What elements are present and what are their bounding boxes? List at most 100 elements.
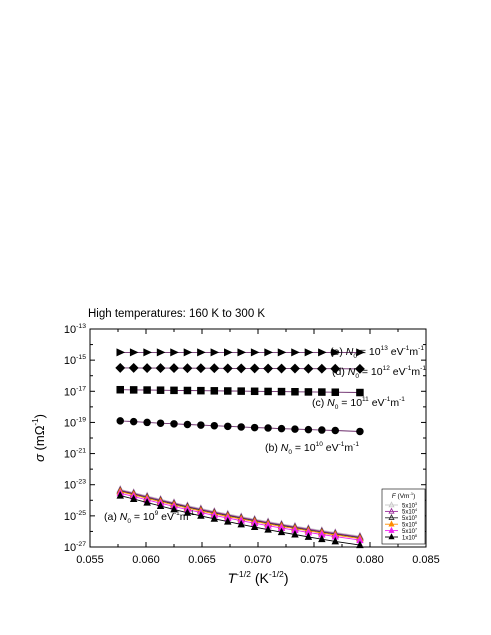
group-label-part: 0 (335, 404, 339, 411)
group-label-part: m (180, 511, 189, 523)
legend-label-part: 8 (415, 534, 417, 538)
legend-label-part: 5x10 (402, 529, 416, 535)
data-point-triangle-right (331, 348, 341, 357)
data-point-diamond (142, 363, 153, 374)
group-label: (b) N0​ = 1010​ eV-1​m-1​ (265, 441, 359, 456)
group-label-part: -1 (406, 365, 412, 372)
y-tick-label-part: -19 (76, 416, 86, 423)
data-point-triangle-right (250, 348, 260, 357)
data-point-circle (183, 420, 192, 429)
group-label: (a) N0​ = 109​ eV-1​m-1​ (104, 510, 195, 525)
data-point-triangle-right (237, 348, 247, 357)
data-point-circle (129, 417, 138, 426)
data-point-triangle-right (224, 348, 233, 357)
y-tick-label-part: 10 (64, 324, 76, 336)
data-point-circle (237, 423, 245, 431)
data-point-triangle (183, 508, 192, 516)
y-tick-label-part: -15 (76, 354, 86, 361)
data-point-circle (318, 426, 326, 434)
data-point-triangle-right (291, 348, 300, 357)
data-point-circle (210, 421, 219, 430)
group-label-part: 10 (316, 441, 324, 448)
data-point-triangle-right (264, 348, 273, 357)
group-label-part: (b) (265, 442, 281, 454)
data-point-triangle (388, 526, 395, 533)
legend-label-part: 1x10 (402, 535, 416, 541)
legend-box (381, 488, 426, 545)
x-axis-label-part: T (227, 570, 237, 586)
data-point-triangle-right (210, 348, 220, 357)
data-point-square (291, 388, 299, 396)
x-axis-label-part: -1/2 (236, 569, 251, 579)
data-point-triangle-right (197, 348, 206, 357)
data-point-square (210, 387, 219, 395)
group-label-part: -1 (399, 396, 405, 403)
data-point-triangle (250, 522, 259, 531)
group-label-part: 12 (383, 365, 391, 372)
data-point-triangle (388, 520, 395, 527)
data-point-diamond (249, 363, 260, 374)
data-point-triangle-right (356, 348, 365, 357)
legend-label: 1x108​ (402, 534, 417, 542)
group-label-part: -1 (404, 345, 410, 352)
data-point-triangle-right (156, 348, 166, 357)
data-point-circle (197, 421, 205, 429)
data-point-triangle (143, 498, 151, 506)
data-point-circle (224, 422, 232, 431)
data-point-diamond (209, 363, 220, 374)
data-point-triangle-right (143, 348, 152, 357)
legend-label-part: 5 (415, 515, 417, 519)
data-point-triangle (129, 494, 138, 502)
group-label-part: 0 (355, 373, 359, 380)
group-label-part: N (281, 442, 289, 454)
data-point-triangle (388, 501, 395, 508)
legend-label-part: 7 (415, 527, 417, 531)
legend-label: 5x103​ (402, 502, 417, 510)
group-label-part: N (346, 346, 354, 358)
group-label-part: eV (388, 346, 404, 358)
data-point-square (356, 388, 364, 397)
legend-title: F (Vm-1​) (392, 491, 415, 500)
y-tick-label-part: 10 (64, 542, 76, 554)
data-point-triangle-right (116, 348, 126, 357)
data-point-circle (331, 426, 340, 435)
chart-title: High temperatures: 160 K to 300 K (88, 308, 265, 320)
data-point-triangle (237, 519, 245, 528)
data-point-circle (170, 420, 178, 428)
group-label-part: -1 (353, 441, 359, 448)
x-axis-label-part: ) (284, 570, 289, 586)
legend-label-part: 5x10 (402, 523, 416, 529)
y-tick-label: 10-21​ (64, 448, 86, 461)
data-point-diamond (354, 363, 365, 374)
group-label-part: -1 (418, 345, 424, 352)
data-point-circle (264, 424, 272, 432)
data-point-circle (304, 425, 313, 434)
y-tick-label-part: 10 (64, 480, 76, 492)
data-point-triangle (156, 501, 165, 509)
group-label-part: 11 (362, 396, 369, 403)
data-point-square (143, 386, 151, 394)
data-point-square (116, 385, 124, 394)
data-point-triangle (277, 527, 286, 536)
group-label-part: = 10 (131, 511, 155, 523)
data-point-diamond (128, 362, 139, 373)
data-point-circle (116, 417, 124, 425)
x-tick-label: 0.065 (188, 554, 216, 566)
group-label-part: eV (158, 511, 174, 523)
data-point-triangle (264, 525, 272, 533)
y-axis-label-part: σ (32, 453, 47, 462)
data-point-triangle (291, 530, 299, 538)
group-label-part: (c) (312, 397, 327, 409)
data-point-triangle (388, 513, 395, 521)
y-axis-label-part: -1 (31, 418, 40, 426)
legend-label-part: 6 (415, 521, 417, 525)
y-tick-label-part: -13 (76, 323, 86, 330)
data-point-triangle-right (277, 348, 287, 357)
data-point-circle (291, 425, 299, 433)
y-tick-label-part: -27 (76, 541, 86, 548)
data-point-diamond (263, 363, 274, 374)
group-label-part: 0 (288, 449, 292, 456)
x-axis-label-part: -1/2 (269, 569, 284, 579)
legend-title-part: F (392, 493, 397, 500)
